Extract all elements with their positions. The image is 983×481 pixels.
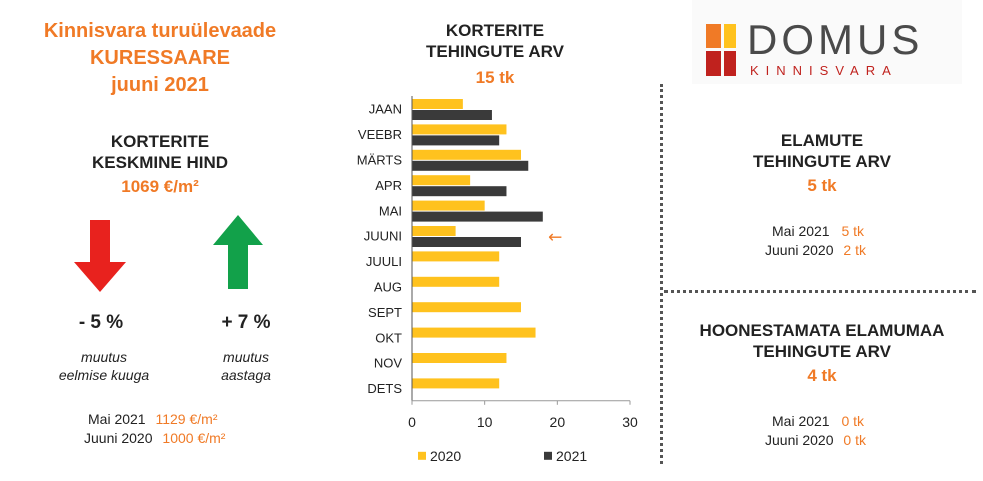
houses-title: ELAMUTE TEHINGUTE ARV <box>672 130 972 172</box>
domus-logo-icon <box>706 24 736 76</box>
chart-title-line2: TEHINGUTE ARV <box>426 42 564 61</box>
x-tick-label: 0 <box>408 414 416 430</box>
bar-2020 <box>412 378 500 389</box>
bar-2020 <box>412 226 456 236</box>
category-label: JUUNI <box>364 229 402 244</box>
horizontal-divider <box>664 290 976 293</box>
category-label: APR <box>375 178 402 193</box>
highlight-arrow-icon: ← <box>548 228 562 248</box>
bar-2020 <box>412 251 500 262</box>
arrow-up-icon <box>213 215 263 289</box>
category-label: SEPT <box>368 305 402 320</box>
bar-2021 <box>412 237 521 247</box>
bar-chart: JAAN VEEBR MÄRTS APR MAI JUUNI ← JUULI AUG SEPT OK… <box>357 96 638 464</box>
chart-title-line1: KORTERITE <box>445 21 545 40</box>
land-title-line2: TEHINGUTE ARV <box>753 342 891 361</box>
x-tick-label: 20 <box>550 414 566 430</box>
bar-2020 <box>412 149 521 160</box>
bar-2020 <box>412 175 471 186</box>
land-value: 4 tk <box>807 366 837 385</box>
land-comparison-row: Mai 2021 0 tk <box>772 413 864 429</box>
price-heading-line1: KORTERITE <box>110 132 210 151</box>
category-label: MÄRTS <box>357 153 403 168</box>
category-label: VEEBR <box>358 127 402 142</box>
land-comparison-row: Juuni 2020 0 tk <box>765 432 866 448</box>
price-comparison-row: Mai 2021 1129 €/m² <box>88 411 217 427</box>
report-title-line3: juuni 2021 <box>111 74 209 96</box>
report-title-line1: Kinnisvara turuülevaade <box>43 20 277 42</box>
land-comparison-value: 0 tk <box>843 432 866 448</box>
price-comparison-value: 1129 €/m² <box>155 411 218 427</box>
yearly-note-line1: muutus <box>223 349 269 365</box>
land-title-line1: HOONESTAMATA ELAMUMAA <box>699 321 945 340</box>
houses-comparison-value: 2 tk <box>843 242 866 258</box>
arrow-down-icon <box>74 220 126 292</box>
x-tick-label: 10 <box>477 414 493 430</box>
houses-comparison-row: Mai 2021 5 tk <box>772 223 864 239</box>
price-comparison-row: Juuni 2020 1000 €/m² <box>84 430 225 446</box>
category-label: MAI <box>379 203 402 218</box>
category-label: OKT <box>375 330 402 345</box>
category-label: AUG <box>374 280 402 295</box>
monthly-note-line1: muutus <box>81 349 127 365</box>
land-comparison-label: Juuni 2020 <box>765 432 834 448</box>
price-heading: KORTERITE KESKMINE HIND <box>60 131 260 173</box>
price-comparison-label: Juuni 2020 <box>84 430 153 446</box>
price-heading-line2: KESKMINE HIND <box>91 153 228 172</box>
legend-label-2020: 2020 <box>430 448 461 464</box>
report-title: Kinnisvara turuülevaade KURESSAARE juuni… <box>0 18 320 99</box>
x-tick-label: 30 <box>622 414 638 430</box>
price-comparison-value: 1000 €/m² <box>162 430 226 446</box>
houses-comparison-label: Mai 2021 <box>772 223 830 239</box>
houses-comparison-row: Juuni 2020 2 tk <box>765 242 866 258</box>
bar-2020 <box>412 124 507 135</box>
category-label: NOV <box>374 356 403 371</box>
houses-comparison-value: 5 tk <box>841 223 865 239</box>
yearly-note-line2: aastaga <box>221 367 271 383</box>
category-label: JAAN <box>369 102 402 117</box>
monthly-change-note: muutus eelmise kuuga <box>34 348 174 384</box>
vertical-divider <box>660 84 663 464</box>
category-label: DETS <box>367 381 402 396</box>
houses-title-line1: ELAMUTE <box>780 131 864 150</box>
legend-swatch-2021 <box>544 451 552 460</box>
bar-2021 <box>412 160 529 171</box>
bar-2020 <box>412 302 521 313</box>
houses-comparison-label: Juuni 2020 <box>765 242 834 258</box>
bar-2021 <box>412 211 543 222</box>
legend-label-2021: 2021 <box>556 448 587 464</box>
logo: DOMUS KINNISVARA <box>692 0 962 84</box>
bar-2020 <box>412 353 507 363</box>
price-value: 1069 €/m² <box>121 177 199 196</box>
chart-title: KORTERITE TEHINGUTE ARV <box>390 20 600 62</box>
land-comparison-label: Mai 2021 <box>772 413 830 429</box>
category-label: JUULI <box>366 254 402 269</box>
land-title: HOONESTAMATA ELAMUMAA TEHINGUTE ARV <box>672 320 972 362</box>
legend-swatch-2020 <box>418 451 426 460</box>
monthly-change: - 5 % <box>78 312 124 333</box>
bar-2020 <box>412 99 463 109</box>
land-comparison-value: 0 tk <box>841 413 865 429</box>
yearly-change-note: muutus aastaga <box>176 348 316 384</box>
chart-total: 15 tk <box>475 68 515 87</box>
houses-title-line2: TEHINGUTE ARV <box>753 152 891 171</box>
bar-2020 <box>412 200 485 211</box>
logo-subtitle: KINNISVARA <box>750 63 898 78</box>
bar-2021 <box>412 135 500 146</box>
price-comparison-label: Mai 2021 <box>88 411 146 427</box>
logo-name: DOMUS <box>747 16 924 63</box>
bar-2020 <box>412 327 536 338</box>
bar-2021 <box>412 186 507 197</box>
bar-2020 <box>412 276 500 287</box>
report-title-line2: KURESSAARE <box>89 47 231 69</box>
yearly-change: + 7 % <box>221 312 271 333</box>
monthly-note-line2: eelmise kuuga <box>58 367 150 383</box>
houses-value: 5 tk <box>807 176 837 195</box>
bar-2021 <box>412 110 492 120</box>
